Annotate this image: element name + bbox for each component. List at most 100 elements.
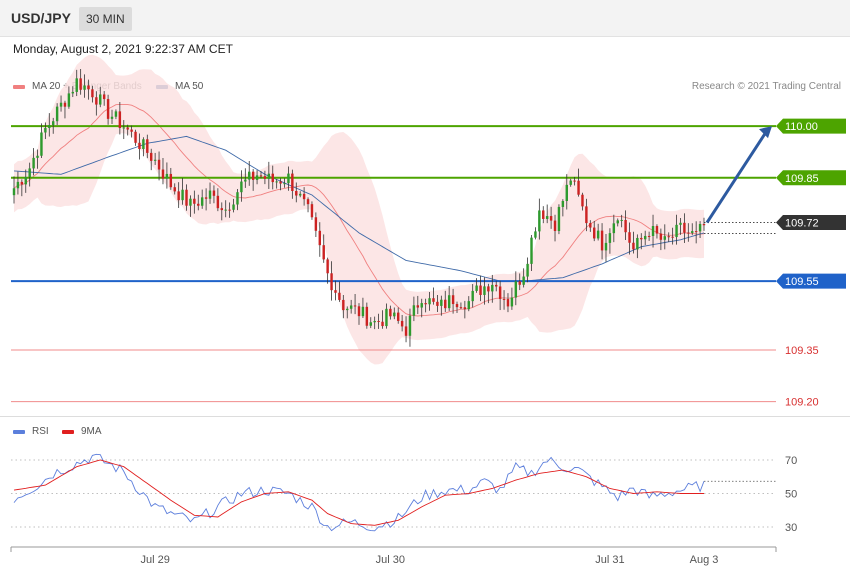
candle-body xyxy=(436,301,439,306)
rsi-tick-label-70: 70 xyxy=(785,455,797,467)
candle-body xyxy=(63,102,67,107)
candle-body xyxy=(75,78,78,92)
candle-body xyxy=(216,195,220,209)
candle-body xyxy=(16,181,20,189)
candle-body xyxy=(385,308,388,327)
candle-body xyxy=(91,89,94,98)
candle-body xyxy=(267,173,271,179)
copyright-text: Research © 2021 Trading Central xyxy=(691,81,841,92)
candle-body xyxy=(240,181,243,193)
time-axis-label: Jul 31 xyxy=(595,554,624,566)
candle-body xyxy=(467,301,470,310)
candle-body xyxy=(381,321,384,327)
level-tag-109.72 xyxy=(776,215,846,231)
candle-body xyxy=(200,197,204,206)
candle-body xyxy=(28,168,31,178)
candle-body xyxy=(346,308,349,311)
candle-body xyxy=(530,237,533,264)
candle-body xyxy=(248,171,251,180)
candle-body xyxy=(377,320,380,322)
level-tag-110.00 xyxy=(776,118,846,134)
candle-body xyxy=(271,173,274,183)
candle-body xyxy=(659,233,663,240)
candle-body xyxy=(420,303,423,308)
candle-body xyxy=(122,127,125,129)
candle-body xyxy=(495,284,498,287)
candle-body xyxy=(545,216,549,219)
candle-body xyxy=(694,231,698,233)
candle-body xyxy=(95,97,98,105)
ma20-polyline xyxy=(13,103,705,317)
candle-body xyxy=(365,306,369,326)
ma50-line xyxy=(13,135,705,282)
candle-body xyxy=(334,290,337,293)
candle-body xyxy=(51,121,55,126)
time-axis-label: Aug 3 xyxy=(690,554,719,566)
level-label-109.72: 109.72 xyxy=(785,218,819,230)
candle-body xyxy=(498,286,502,299)
candle-body xyxy=(455,304,459,308)
ma20-swatch xyxy=(13,84,25,89)
rsi-ma-legend-label: 9MA xyxy=(81,426,102,437)
candle-body xyxy=(48,125,51,129)
candle-body xyxy=(126,127,129,130)
level-labels: 110.00 109.85 109.72 109.55 109.35 109.20 xyxy=(776,118,846,409)
candle-body xyxy=(283,183,286,185)
candle-body xyxy=(306,199,310,205)
candle-body xyxy=(675,224,678,238)
candle-body xyxy=(32,157,35,169)
bollinger-band xyxy=(14,54,704,365)
candle-body xyxy=(99,94,102,105)
candle-body xyxy=(212,190,216,196)
candle-body xyxy=(12,188,16,196)
projection-arrow-head xyxy=(759,126,772,139)
timestamp: Monday, August 2, 2021 9:22:37 AM CET xyxy=(13,42,233,56)
candle-body xyxy=(189,198,192,206)
candle-body xyxy=(569,180,572,185)
candle-body xyxy=(471,290,474,302)
candle-body xyxy=(153,159,157,161)
candle-body xyxy=(142,139,145,150)
candle-body xyxy=(181,189,184,201)
rsi-tick-label-50: 50 xyxy=(785,489,797,501)
candle-body xyxy=(628,232,631,243)
candle-body xyxy=(138,142,141,150)
candle-body xyxy=(291,173,294,192)
candle-body xyxy=(204,197,208,199)
candle-body xyxy=(322,245,325,260)
candle-body xyxy=(220,208,223,211)
candle-body xyxy=(169,173,173,188)
candle-body xyxy=(663,236,667,240)
candle-body xyxy=(561,201,565,207)
candle-body xyxy=(326,259,329,274)
rsi-legend-9ma: 9MA xyxy=(62,426,102,437)
ma20-line xyxy=(13,103,705,317)
candle-body xyxy=(83,85,86,90)
candle-body xyxy=(440,299,443,306)
candle-body xyxy=(20,181,24,185)
candle-body xyxy=(667,236,670,238)
candle-body xyxy=(487,286,490,292)
candle-body xyxy=(549,216,553,221)
bollinger-band-area xyxy=(14,54,704,365)
candle-body xyxy=(67,93,71,107)
timeframe-button[interactable]: 30 MIN xyxy=(79,7,132,31)
candle-body xyxy=(55,106,59,122)
rsi-legend-rsi: RSI xyxy=(13,426,49,437)
chart-header: USD/JPY 30 MIN xyxy=(0,0,850,37)
candle-body xyxy=(236,192,239,205)
candle-body xyxy=(534,231,537,238)
rsi-ma-line xyxy=(13,459,704,526)
panel-divider xyxy=(0,416,850,417)
candle-body xyxy=(447,295,451,309)
candle-body xyxy=(483,286,486,295)
level-label-109.35: 109.35 xyxy=(785,345,819,357)
candle-body xyxy=(338,292,341,300)
candle-body xyxy=(87,85,90,90)
candle-body xyxy=(197,203,200,206)
candle-body xyxy=(400,320,404,327)
candle-body xyxy=(647,235,651,237)
candle-body xyxy=(244,179,247,182)
candle-body xyxy=(475,285,478,291)
